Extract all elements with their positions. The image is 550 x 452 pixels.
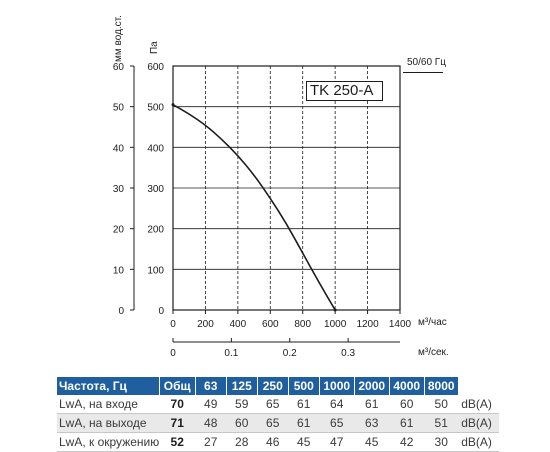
noise-table-header: Частота, Гц Общ 63 125 250 500 1000 2000… xyxy=(57,377,499,395)
cell-63: 49 xyxy=(204,397,218,411)
y-tick-label: 100 xyxy=(147,265,164,276)
cell-8000: 51 xyxy=(434,416,448,430)
x-tick-label: 200 xyxy=(197,319,214,330)
row-name: LwA, к окружению xyxy=(59,435,160,449)
y-tick-label: 300 xyxy=(147,184,164,195)
cell-2000: 63 xyxy=(365,416,379,430)
y2-tick-label: 10 xyxy=(113,265,125,276)
cell-8000: 50 xyxy=(434,397,448,411)
y2-tick-label: 60 xyxy=(113,62,125,73)
cell-250: 65 xyxy=(266,397,280,411)
cell-500: 61 xyxy=(297,416,311,430)
cell-125: 28 xyxy=(235,435,249,449)
x-tick-label: 400 xyxy=(230,319,247,330)
performance-chart: 0 200 400 600 800 1000 1200 1400010020030040050… xyxy=(113,15,449,359)
header-2000: 2000 xyxy=(354,377,390,395)
cell-125: 59 xyxy=(235,397,249,411)
cell-63: 27 xyxy=(204,435,218,449)
row-total: 52 xyxy=(170,435,184,449)
noise-table: Частота, Гц Общ 63 125 250 500 1000 2000… xyxy=(57,377,499,452)
cell-1000: 65 xyxy=(330,416,344,430)
cell-1000: 64 xyxy=(330,397,344,411)
cell-63: 48 xyxy=(204,416,218,430)
row-unit: dB(A) xyxy=(461,435,492,449)
cell-4000: 61 xyxy=(400,416,414,430)
header-frequency: Частота, Гц xyxy=(57,377,160,395)
cell-1000: 47 xyxy=(330,435,344,449)
cell-2000: 61 xyxy=(365,397,379,411)
cell-125: 60 xyxy=(235,416,249,430)
y-tick-label: 500 xyxy=(147,103,164,114)
y-axis-label: Па xyxy=(149,41,160,54)
fan-curve-0 xyxy=(172,103,336,311)
header-unit-spacer xyxy=(458,377,499,395)
row-unit: dB(A) xyxy=(461,416,492,430)
x-tick-label: 1200 xyxy=(356,319,379,330)
y-tick-label: 400 xyxy=(147,143,164,154)
row-unit: dB(A) xyxy=(461,397,492,411)
header-125: 125 xyxy=(226,377,258,395)
cell-8000: 30 xyxy=(434,435,448,449)
y2-tick-label: 40 xyxy=(113,143,125,154)
x2-axis-label: м³/сек. xyxy=(418,347,449,358)
x2-tick-label: 0.3 xyxy=(341,348,355,359)
x2-tick-label: 0.1 xyxy=(224,348,238,359)
header-4000: 4000 xyxy=(389,377,425,395)
x2-tick-label: 0 xyxy=(170,348,176,359)
y2-tick-label: 0 xyxy=(118,306,124,317)
row-total: 71 xyxy=(170,416,184,430)
cell-4000: 42 xyxy=(400,435,414,449)
cell-250: 65 xyxy=(266,416,280,430)
x-tick-label: 600 xyxy=(262,319,279,330)
header-63: 63 xyxy=(195,377,227,395)
frequency-underline xyxy=(403,72,443,73)
y-tick-label: 200 xyxy=(147,225,164,236)
y2-tick-label: 50 xyxy=(113,103,125,114)
x2-tick-label: 0.2 xyxy=(283,348,297,359)
table-row: LwA, на выходе 71 48 60 65 61 65 63 61 5… xyxy=(57,413,499,433)
row-total: 70 xyxy=(170,397,184,411)
cell-250: 46 xyxy=(266,435,280,449)
x-tick-label: 1000 xyxy=(324,319,347,330)
curve-end-point xyxy=(333,308,337,312)
y2-tick-label: 20 xyxy=(113,225,125,236)
frequency-label: 50/60 Гц xyxy=(407,57,446,68)
cell-500: 45 xyxy=(297,435,311,449)
header-500: 500 xyxy=(288,377,320,395)
cell-500: 61 xyxy=(297,397,311,411)
x-axis-label: м³/час xyxy=(418,317,447,328)
x-tick-label: 0 xyxy=(170,319,176,330)
model-label: TK 250-A xyxy=(306,81,383,101)
header-1000: 1000 xyxy=(319,377,355,395)
header-total: Общ xyxy=(159,377,196,395)
cell-2000: 45 xyxy=(365,435,379,449)
header-250: 250 xyxy=(257,377,289,395)
header-8000: 8000 xyxy=(424,377,459,395)
row-name: LwA, на входе xyxy=(59,397,138,411)
plot-frame xyxy=(172,65,401,311)
x-tick-label: 1400 xyxy=(389,319,412,330)
table-row: LwA, на входе 70 49 59 65 61 64 61 60 50… xyxy=(57,395,499,414)
y-tick-label: 600 xyxy=(147,62,164,73)
x-tick-label: 800 xyxy=(294,319,311,330)
y2-tick-label: 30 xyxy=(113,184,125,195)
curve-start-point xyxy=(171,103,175,107)
y-tick-label: 0 xyxy=(158,306,164,317)
cell-4000: 60 xyxy=(400,397,414,411)
y2-axis-label: мм вод.ст. xyxy=(113,15,124,62)
table-row: LwA, к окружению 52 27 28 46 45 47 45 42… xyxy=(57,433,499,452)
row-name: LwA, на выходе xyxy=(59,416,147,430)
